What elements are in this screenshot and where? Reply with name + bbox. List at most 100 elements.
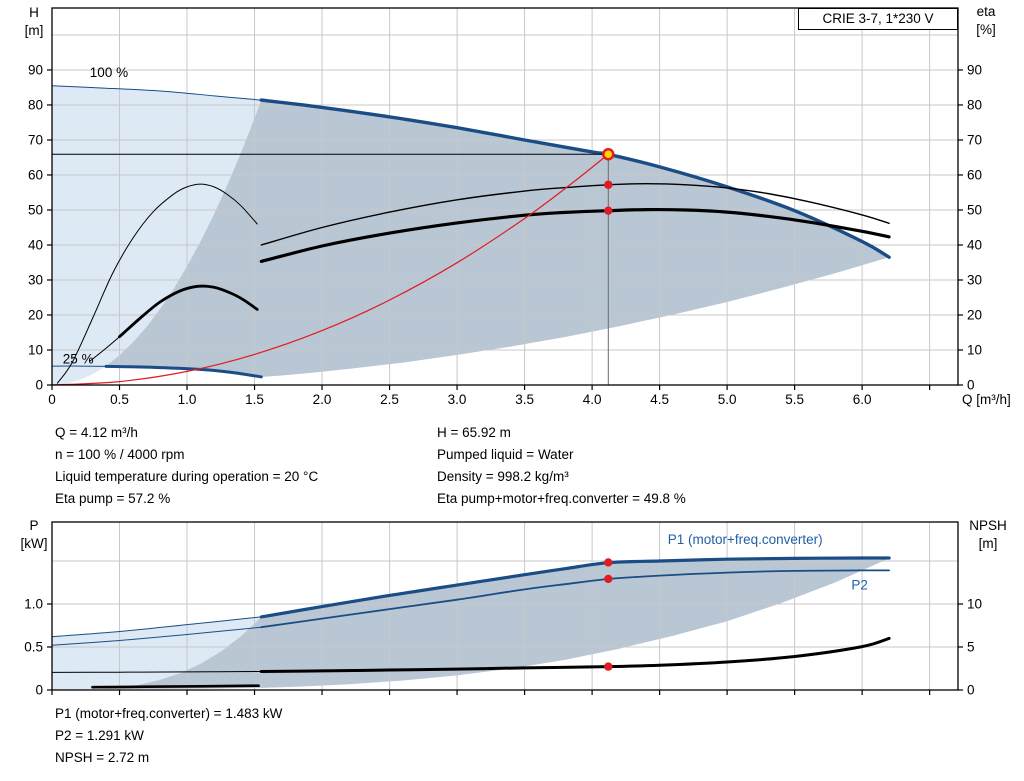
x-tick-label: 0: [48, 392, 56, 407]
x-tick-label: 3.5: [515, 392, 534, 407]
y-tick-label-right: 20: [967, 307, 982, 322]
pump-type-label: CRIE 3-7, 1*230 V: [798, 8, 958, 30]
power-readout: P1 (motor+freq.converter) = 1.483 kW P2 …: [55, 703, 282, 769]
y-tick-label-right: 90: [967, 62, 982, 77]
duty-readout-left: Q = 4.12 m³/h n = 100 % / 4000 rpm Liqui…: [55, 422, 318, 510]
flow-axis-title: Q [m³/h]: [962, 392, 1011, 407]
x-tick-label: 5.0: [718, 392, 737, 407]
npsh-axis-title-symbol: NPSH: [969, 518, 1007, 533]
y-tick-label-left: 0: [35, 378, 43, 393]
duty-value-dot: [604, 180, 613, 189]
p2-curve-label: P2: [851, 577, 868, 592]
eta-axis-title-unit: [%]: [976, 22, 996, 37]
eta-axis-title: eta [%]: [964, 3, 1008, 39]
y-tick-label-right: 50: [967, 202, 982, 217]
y-tick-label-right: 10: [967, 342, 982, 357]
x-tick-label: 5.5: [785, 392, 804, 407]
p2-curve-lead: [51, 626, 262, 646]
chart-frame: [51, 7, 959, 386]
eta-total-25-lead: [89, 336, 120, 362]
power-axis-title: P [kW]: [13, 517, 55, 553]
duty-value-dot: [604, 574, 613, 584]
density-readout: Density = 998.2 kg/m³: [437, 469, 569, 484]
p2-readout: P2 = 1.291 kW: [55, 728, 144, 743]
x-tick-label: 4.0: [583, 392, 602, 407]
head-readout: H = 65.92 m: [437, 425, 511, 440]
y-tick-label-right: 10: [967, 596, 982, 611]
x-tick-label: 1.5: [245, 392, 264, 407]
y-tick-label-left: 60: [28, 167, 43, 182]
h-curve-25: [104, 364, 263, 379]
p1-curve-label: P1 (motor+freq.converter): [668, 532, 823, 547]
y-tick-label-right: 0: [967, 683, 975, 698]
flow-readout: Q = 4.12 m³/h: [55, 425, 138, 440]
eta-pump-readout: Eta pump = 57.2 %: [55, 491, 171, 506]
p1-curve[interactable]: [259, 556, 891, 619]
y-tick-label-right: 60: [967, 167, 982, 182]
y-tick-label-left: 30: [28, 272, 43, 287]
y-tick-label-left: 10: [28, 342, 43, 357]
speed-label-100: 100 %: [90, 65, 128, 80]
x-tick-label: 2.5: [380, 392, 399, 407]
eta-total-readout: Eta pump+motor+freq.converter = 49.8 %: [437, 491, 686, 506]
eta-axis-title-symbol: eta: [976, 4, 996, 19]
y-tick-label-left: 0: [35, 683, 43, 698]
x-tick-label: 1.0: [178, 392, 197, 407]
envelope-light-region: [52, 85, 262, 385]
p1-readout: P1 (motor+freq.converter) = 1.483 kW: [55, 706, 283, 721]
chart-frame: [51, 521, 959, 691]
speed-label-25: 25 %: [63, 351, 94, 366]
npsh-axis-title-unit: [m]: [978, 536, 998, 551]
y-tick-label-right: 0: [967, 378, 975, 393]
y-tick-label-left: 80: [28, 97, 43, 112]
y-tick-label-left: 90: [28, 62, 43, 77]
duty-value-dot: [604, 558, 613, 567]
x-tick-label: 4.5: [650, 392, 669, 407]
x-tick-label: 0.5: [110, 392, 129, 407]
y-tick-label-left: 20: [28, 307, 43, 322]
npsh-curve-lead: [51, 671, 262, 673]
npsh-axis-title: NPSH [m]: [960, 517, 1016, 553]
y-tick-label-left: 0.5: [24, 639, 43, 654]
npsh-readout: NPSH = 2.72 m: [55, 750, 150, 765]
x-tick-label: 2.0: [313, 392, 332, 407]
y-tick-label-left: 1.0: [24, 596, 43, 611]
system-curve: [51, 153, 609, 386]
y-tick-label-right: 40: [967, 237, 982, 252]
npsh-25-curve: [91, 684, 260, 689]
head-axis-title: H [m]: [15, 4, 53, 40]
h-curve-100-lead: [51, 85, 262, 101]
h-curve-100[interactable]: [259, 98, 891, 259]
pumped-liquid-readout: Pumped liquid = Water: [437, 447, 574, 462]
y-tick-label-left: 40: [28, 237, 43, 252]
x-tick-label: 3.0: [448, 392, 467, 407]
duty-value-dot: [604, 662, 613, 671]
y-tick-label-left: 70: [28, 132, 43, 147]
eta-pump-25-curve: [56, 183, 258, 384]
power-envelope-light-region: [52, 616, 262, 690]
head-axis-title-unit: [m]: [24, 23, 44, 38]
p2-curve: [260, 569, 890, 629]
x-tick-label: 6.0: [853, 392, 872, 407]
duty-point-marker[interactable]: [602, 148, 615, 161]
y-tick-label-right: 5: [967, 639, 975, 654]
eta-total-curve: [259, 207, 891, 263]
eta-total-25-curve: [118, 284, 259, 339]
power-envelope-region: [99, 558, 890, 690]
head-axis-title-symbol: H: [29, 5, 39, 20]
liquid-temperature-readout: Liquid temperature during operation = 20…: [55, 469, 319, 484]
duty-value-dot: [604, 206, 613, 215]
power-axis-title-unit: [kW]: [20, 536, 48, 551]
duty-readout-right: H = 65.92 m Pumped liquid = Water Densit…: [437, 422, 686, 510]
y-tick-label-right: 30: [967, 272, 982, 287]
speed-readout: n = 100 % / 4000 rpm: [55, 447, 185, 462]
y-tick-label-right: 70: [967, 132, 982, 147]
power-axis-title-symbol: P: [29, 518, 39, 533]
operating-envelope-region: [106, 100, 890, 377]
eta-pump-curve: [260, 183, 890, 246]
y-tick-label-right: 80: [967, 97, 982, 112]
y-tick-label-left: 50: [28, 202, 43, 217]
p1-curve-lead: [51, 616, 262, 638]
